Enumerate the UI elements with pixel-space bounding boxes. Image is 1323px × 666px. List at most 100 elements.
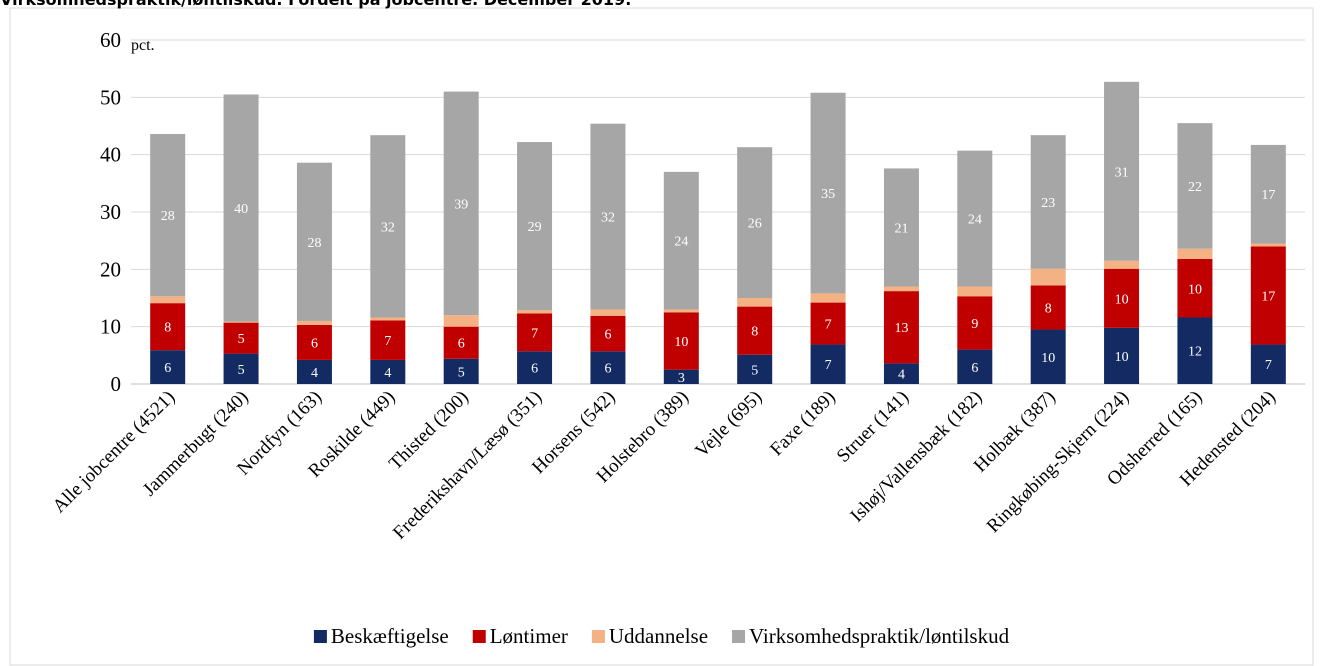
data-label: 6 — [458, 337, 465, 352]
bar-segment — [590, 309, 626, 316]
y-tick-label: 0 — [111, 372, 122, 396]
data-label: 5 — [458, 365, 465, 380]
y-tick-label: 10 — [100, 315, 121, 339]
bar-segment — [1104, 327, 1140, 384]
bar-segment — [1104, 81, 1140, 261]
y-tick-label: 50 — [100, 85, 121, 109]
data-label: 28 — [161, 209, 175, 224]
bar-segment — [296, 162, 332, 321]
data-label: 24 — [674, 235, 688, 250]
data-label: 17 — [1261, 188, 1275, 203]
bar-segment — [150, 350, 186, 384]
data-label: 5 — [238, 332, 245, 347]
bar-segment — [223, 321, 259, 323]
bar-segment — [883, 286, 919, 292]
data-label: 29 — [528, 220, 542, 235]
data-label: 7 — [384, 334, 391, 349]
bar-segment — [517, 351, 553, 384]
data-label: 17 — [1261, 289, 1275, 304]
bar-segment — [663, 312, 699, 370]
bar-segment — [1250, 243, 1286, 247]
data-label: 24 — [968, 213, 982, 228]
data-label: 32 — [381, 220, 395, 235]
legend-swatch — [732, 630, 746, 643]
bar-segment — [1177, 259, 1213, 318]
data-label: 7 — [825, 358, 832, 373]
bar-segment — [883, 363, 919, 384]
data-label: 6 — [164, 361, 171, 376]
bar-segment — [957, 349, 993, 384]
bar-segment — [517, 310, 553, 314]
y-tick-label: 40 — [100, 143, 121, 167]
data-label: 8 — [751, 325, 758, 340]
data-label: 6 — [604, 328, 611, 343]
data-label: 4 — [311, 366, 318, 381]
bar-segment — [223, 353, 259, 384]
data-label: 10 — [1188, 282, 1202, 297]
data-label: 4 — [898, 368, 905, 383]
bar-segment — [810, 293, 846, 303]
data-label: 7 — [1265, 358, 1272, 373]
data-label: 6 — [531, 362, 538, 377]
data-label: 9 — [971, 317, 978, 332]
data-label: 21 — [894, 221, 908, 236]
bar-segment — [883, 168, 919, 287]
bar-segment — [443, 326, 479, 359]
legend-swatch — [313, 630, 327, 643]
data-label: 5 — [238, 363, 245, 378]
bar-segment — [443, 358, 479, 384]
bar-segment — [150, 296, 186, 304]
data-label: 22 — [1188, 180, 1202, 195]
bar-segment — [810, 344, 846, 384]
y-unit-label: pct. — [131, 37, 155, 54]
legend-swatch — [591, 630, 605, 643]
data-label: 8 — [1045, 301, 1052, 316]
data-label: 5 — [751, 363, 758, 378]
bar-segment — [296, 359, 332, 384]
data-label: 3 — [678, 371, 685, 386]
bar-segment — [663, 309, 699, 313]
data-label: 6 — [311, 336, 318, 351]
data-label: 6 — [604, 362, 611, 377]
legend-label: Uddannelse — [609, 624, 708, 648]
data-label: 10 — [674, 335, 688, 350]
bar-segment — [957, 150, 993, 287]
bar-segment — [296, 320, 332, 325]
bar-segment — [223, 94, 259, 322]
bar-segment — [296, 324, 332, 360]
bar-segment — [810, 302, 846, 345]
bar-segment — [1030, 268, 1066, 286]
bar-segment — [590, 351, 626, 384]
data-label: 40 — [234, 202, 248, 217]
bar-segment — [737, 354, 773, 384]
data-label: 23 — [1041, 196, 1055, 211]
bar-segment — [1030, 329, 1066, 384]
bar-segment — [590, 315, 626, 352]
bar-segment — [810, 92, 846, 294]
legend-label: Beskæftigelse — [331, 624, 449, 648]
data-label: 7 — [825, 318, 832, 333]
bar-segment — [370, 317, 406, 321]
bar-segment — [737, 298, 773, 307]
data-label: 10 — [1115, 350, 1129, 365]
bar-segment — [370, 135, 406, 318]
bar-segment — [663, 171, 699, 310]
bar-segment — [517, 142, 553, 311]
bar-segment — [1030, 135, 1066, 269]
legend-label: Virksomhedspraktik/løntilskud — [749, 624, 1010, 648]
data-label: 32 — [601, 211, 615, 226]
data-label: 35 — [821, 187, 835, 202]
bar-segment — [443, 315, 479, 327]
data-label: 4 — [384, 366, 391, 381]
bar-segment — [957, 296, 993, 350]
bar-segment — [737, 147, 773, 298]
data-label: 39 — [454, 197, 468, 212]
y-tick-label: 30 — [100, 200, 121, 224]
data-label: 13 — [894, 321, 908, 336]
bar-segment — [590, 123, 626, 310]
bar-segment — [1177, 248, 1213, 260]
bar-segment — [957, 286, 993, 297]
bar-segment — [443, 91, 479, 316]
bar-segment — [517, 313, 553, 352]
